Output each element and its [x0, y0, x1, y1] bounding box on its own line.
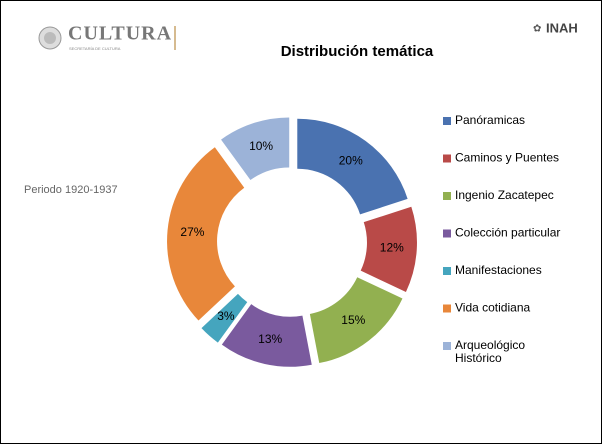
side-note: Periodo 1920-1937	[24, 184, 118, 196]
logo-text: CULTURA	[68, 23, 172, 45]
donut-segment	[309, 277, 403, 364]
data-label: 3%	[217, 309, 235, 323]
data-label: 12%	[380, 240, 404, 254]
donut-segment	[297, 118, 408, 215]
logo-emblem-inner	[44, 32, 56, 44]
legend-label: Vida cotidiana	[455, 301, 530, 315]
legend-label: Manifestaciones	[455, 263, 542, 277]
data-label: 15%	[341, 313, 365, 327]
legend-swatch	[443, 342, 451, 350]
legend-swatch	[443, 267, 451, 275]
legend-swatch	[443, 229, 451, 238]
legend-swatch	[443, 304, 451, 313]
logo-subtitle: SECRETARÍA DE CULTURA	[69, 46, 121, 51]
donut-segment	[221, 117, 290, 181]
legend-label: Colección particular	[455, 226, 560, 240]
legend-label: Caminos y Puentes	[455, 151, 559, 165]
donut-segment	[360, 206, 417, 292]
legend-swatch	[443, 117, 451, 125]
data-label: 20%	[339, 153, 363, 167]
institution: INAH	[546, 20, 578, 35]
data-label: 27%	[180, 225, 204, 239]
donut-segment	[201, 293, 248, 343]
legend-label: Arqueológico Histórico	[455, 338, 525, 365]
legend-swatch	[443, 192, 451, 200]
chart-title: Distribución temática	[281, 43, 434, 60]
legend-label: Panóramicas	[455, 113, 525, 127]
data-label: 13%	[258, 332, 282, 346]
legend-label: Ingenio Zacatepec	[455, 188, 554, 202]
donut-segment	[221, 304, 312, 367]
donut-segment	[167, 147, 245, 321]
data-label: 10%	[249, 139, 273, 153]
legend-swatch	[443, 154, 451, 163]
inah-emblem: ✿	[533, 24, 541, 35]
